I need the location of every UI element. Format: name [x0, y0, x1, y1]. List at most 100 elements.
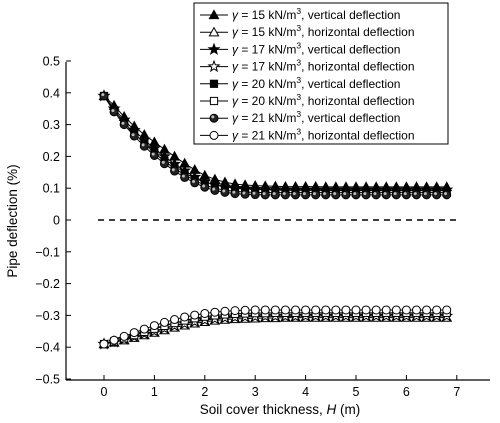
data-point	[220, 187, 230, 197]
data-point	[119, 120, 129, 130]
data-point	[361, 190, 371, 200]
data-point	[321, 305, 331, 315]
data-point	[432, 305, 442, 315]
x-axis-title: Soil cover thickness, H (m)	[200, 402, 361, 417]
legend-marker	[208, 26, 220, 37]
x-tick-label: 6	[403, 385, 410, 399]
data-point	[270, 305, 280, 315]
legend-marker	[207, 42, 221, 55]
data-point	[129, 328, 139, 338]
data-point	[99, 339, 109, 349]
legend-entry-label: γ = 20 kN/m3, vertical deflection	[232, 75, 400, 91]
data-point	[180, 312, 190, 322]
x-tick-label: 2	[201, 385, 208, 399]
legend-marker	[209, 113, 219, 123]
legend-entry-label: γ = 15 kN/m3, horizontal deflection	[232, 23, 415, 39]
data-point	[371, 305, 381, 315]
x-tick-label: 0	[101, 385, 108, 399]
data-point	[230, 189, 240, 199]
legend-entry-label: γ = 17 kN/m3, vertical deflection	[232, 40, 400, 56]
data-point	[442, 305, 452, 315]
y-tick-label: −0.2	[35, 277, 60, 291]
legend-entry-label: γ = 21 kN/m3, vertical deflection	[232, 109, 400, 125]
data-point	[301, 305, 311, 315]
y-tick-label: 0.2	[43, 150, 60, 164]
data-point	[159, 159, 169, 169]
data-point	[381, 305, 391, 315]
data-point	[321, 190, 331, 200]
x-tick-label: 5	[353, 385, 360, 399]
data-point	[351, 305, 361, 315]
data-point	[170, 166, 180, 176]
data-point	[411, 190, 421, 200]
data-point	[139, 141, 149, 151]
y-tick-label: 0.4	[43, 86, 60, 100]
legend-entry-label: γ = 17 kN/m3, horizontal deflection	[232, 58, 415, 74]
data-point	[422, 190, 432, 200]
data-point	[240, 305, 250, 315]
y-tick-label: 0.3	[43, 118, 60, 132]
x-tick-label: 3	[252, 385, 259, 399]
data-point	[411, 305, 421, 315]
data-point	[250, 305, 260, 315]
data-point	[280, 190, 290, 200]
axes: 0.5 0.4 0.3 0.2 0.1 0 −0.1 −0.2 −0.3 −0.4 −0.5 0 1 2 3…	[35, 55, 490, 399]
y-tick-label: 0.5	[43, 55, 60, 69]
data-point	[230, 306, 240, 316]
legend-entry-label: γ = 15 kN/m3, vertical deflection	[232, 6, 400, 22]
data-point	[331, 190, 341, 200]
y-tick-label: −0.4	[35, 341, 60, 355]
data-point	[351, 190, 361, 200]
data-point	[190, 178, 200, 188]
data-point	[432, 190, 442, 200]
data-point	[210, 185, 220, 195]
y-tick-label: −0.1	[35, 245, 60, 259]
data-point	[361, 305, 371, 315]
y-axis-title: Pipe deflection (%)	[5, 164, 20, 277]
data-point	[240, 189, 250, 199]
data-point	[442, 190, 452, 200]
data-point	[129, 131, 139, 141]
data-point	[341, 305, 351, 315]
data-point	[260, 305, 270, 315]
data-point	[220, 306, 230, 316]
data-point	[139, 324, 149, 334]
data-point	[280, 305, 290, 315]
series-21-vertical	[99, 91, 452, 200]
data-point	[341, 190, 351, 200]
plot-area	[97, 89, 454, 350]
data-point	[301, 190, 311, 200]
data-point	[291, 305, 301, 315]
data-point	[270, 190, 280, 200]
data-point	[210, 307, 220, 317]
data-point	[291, 190, 301, 200]
data-point	[381, 190, 391, 200]
legend-marker	[209, 96, 219, 106]
data-point	[149, 321, 159, 331]
data-point	[401, 190, 411, 200]
legend-marker	[207, 59, 221, 73]
data-point	[190, 310, 200, 320]
series-21-horizontal	[99, 305, 452, 349]
data-point	[200, 308, 210, 318]
data-point	[311, 190, 321, 200]
legend-box	[193, 2, 449, 145]
data-point	[401, 305, 411, 315]
data-point	[180, 172, 190, 182]
y-tick-label: 0	[53, 214, 60, 228]
data-point	[260, 190, 270, 200]
y-tick-label: −0.5	[35, 373, 60, 387]
x-tick-label: 7	[453, 385, 460, 399]
x-tick-label: 1	[151, 385, 158, 399]
data-point	[159, 317, 169, 327]
data-point	[119, 331, 129, 341]
legend-entry-label: γ = 21 kN/m3, horizontal deflection	[232, 126, 415, 142]
data-point	[109, 107, 119, 117]
data-point	[170, 315, 180, 325]
data-point	[371, 190, 381, 200]
data-point	[149, 150, 159, 160]
legend-marker	[209, 79, 219, 88]
data-point	[391, 190, 401, 200]
